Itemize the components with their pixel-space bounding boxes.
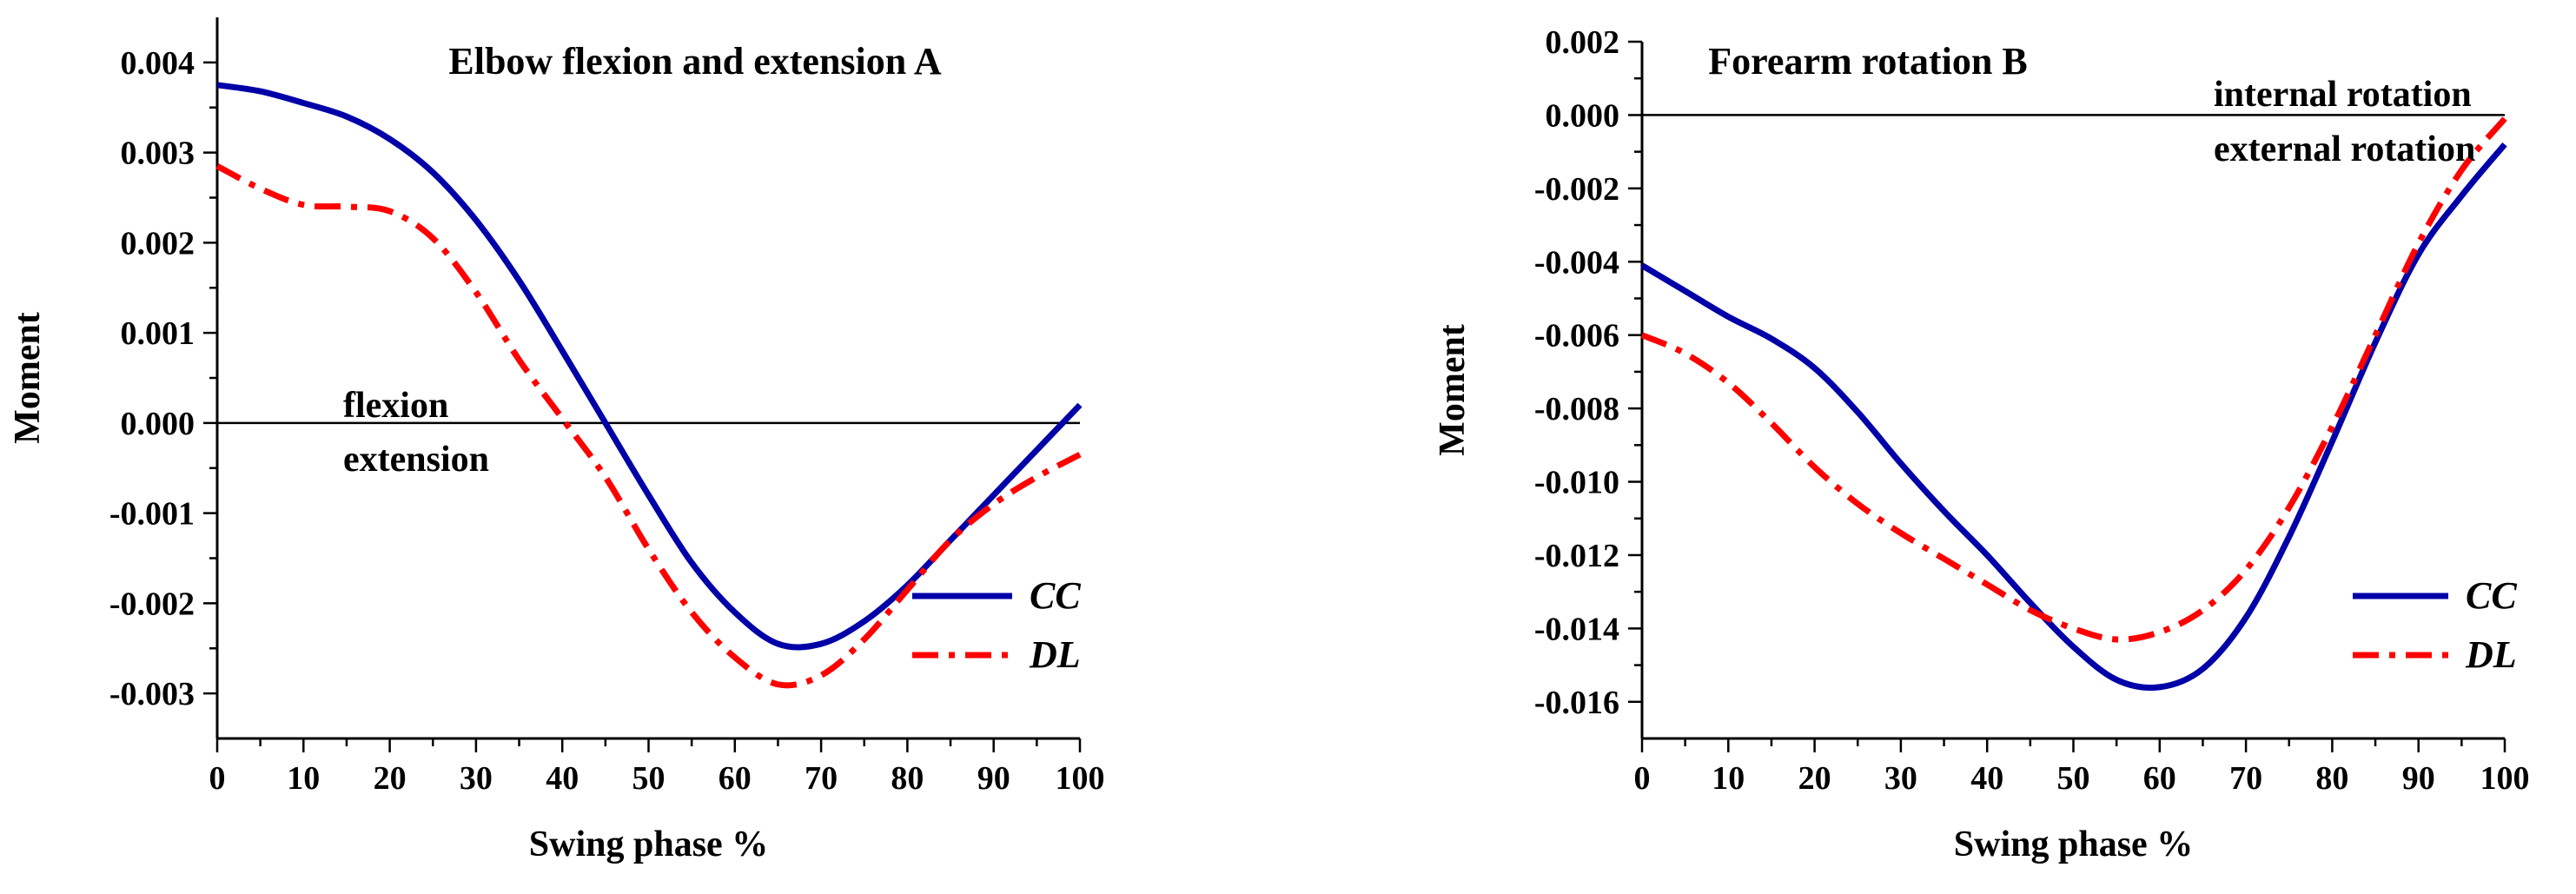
y-tick-label: -0.006 (1534, 318, 1619, 354)
x-tick-label: 90 (2402, 760, 2435, 797)
y-tick-label: -0.003 (109, 676, 195, 712)
x-tick-label: 50 (632, 760, 666, 797)
chart-panel-b: 0 10 20 30 40 50 60 70 80 90 100 -0.016 -0.014 -0.012… (1433, 24, 2530, 864)
x-tick-label: 60 (718, 760, 752, 797)
x-tick-label: 80 (891, 760, 924, 797)
x-tick-label: 50 (2057, 760, 2090, 797)
y-tick-label: 0.003 (121, 136, 195, 172)
legend-label-cc: CC (2466, 574, 2517, 617)
x-tick-label: 30 (460, 760, 493, 797)
x-tick-label: 20 (1798, 760, 1831, 797)
y-tick-label: -0.002 (109, 586, 195, 622)
x-tick-label: 70 (2229, 760, 2262, 797)
x-tick-label: 30 (1884, 760, 1917, 797)
y-tick-label: 0.000 (1546, 97, 1620, 134)
y-axis-title: Moment (1433, 324, 1473, 456)
x-tick-label: 100 (1056, 760, 1105, 797)
y-tick-label: -0.012 (1534, 538, 1619, 574)
series-line-cc (216, 82, 1083, 651)
x-tick-label: 0 (1634, 760, 1651, 797)
x-tick-label: 70 (805, 760, 838, 797)
series-line-dl (215, 163, 1082, 689)
x-tick-label: 40 (1970, 760, 2003, 797)
chart-title: Forearm rotation B (1708, 40, 2027, 83)
annotation-label: external rotation (2214, 129, 2475, 169)
chart-panel-a: 0 10 20 30 40 50 60 70 80 90 100 -0.003 -0.002 -0.001… (8, 17, 1105, 864)
annotation-label: internal rotation (2214, 75, 2472, 115)
series-line-dl (1640, 116, 2507, 643)
legend: CC DL (2353, 574, 2517, 676)
y-tick-label: -0.008 (1534, 391, 1619, 427)
y-axis-title: Moment (8, 312, 48, 444)
x-tick-label: 20 (374, 760, 407, 797)
x-tick-label: 10 (1712, 760, 1745, 797)
legend: CC DL (912, 574, 1081, 676)
x-tick-label: 10 (287, 760, 320, 797)
x-tick-label: 90 (977, 760, 1010, 797)
x-tick-label: 40 (546, 760, 579, 797)
y-tick-label: 0.002 (121, 225, 195, 262)
y-tick-label: -0.004 (1534, 244, 1619, 281)
series-line-cc (1640, 142, 2507, 692)
legend-label-dl: DL (1029, 633, 1081, 676)
y-tick-label: 0.004 (121, 45, 195, 82)
y-tick-label: -0.001 (109, 496, 195, 533)
y-tick-label: -0.002 (1534, 171, 1619, 208)
y-tick-label: -0.014 (1534, 611, 1619, 647)
x-tick-label: 100 (2480, 760, 2530, 797)
x-tick-label: 60 (2143, 760, 2176, 797)
x-axis-title: Swing phase % (529, 824, 768, 864)
annotation-label: extension (343, 440, 489, 480)
y-tick-label: 0.002 (1546, 24, 1620, 61)
y-tick-label: 0.000 (121, 406, 195, 442)
x-tick-label: 0 (209, 760, 226, 797)
x-tick-label: 80 (2315, 760, 2348, 797)
y-tick-label: 0.001 (121, 315, 195, 352)
chart-title: Elbow flexion and extension A (448, 40, 941, 83)
legend-label-dl: DL (2465, 633, 2517, 676)
y-tick-label: -0.010 (1534, 465, 1619, 501)
y-tick-label: -0.016 (1534, 685, 1619, 721)
x-axis-title: Swing phase % (1954, 824, 2193, 864)
annotation-label: flexion (343, 386, 448, 426)
legend-label-cc: CC (1030, 574, 1081, 617)
